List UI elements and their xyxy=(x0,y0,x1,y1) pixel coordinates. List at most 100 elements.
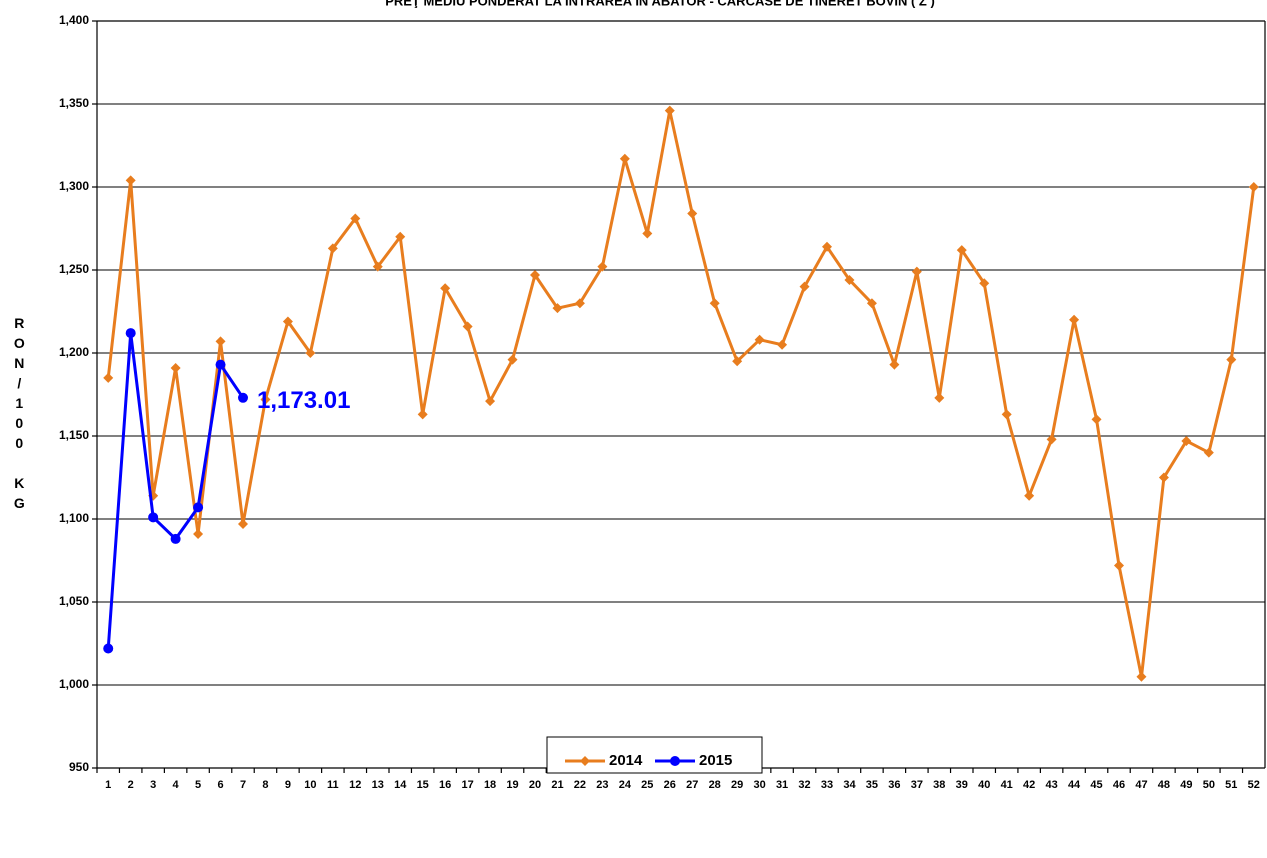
x-tick-label: 17 xyxy=(461,779,473,791)
data-point xyxy=(125,175,136,186)
data-point xyxy=(170,533,181,544)
data-point xyxy=(507,354,518,365)
x-tick-label: 51 xyxy=(1225,779,1237,791)
data-point xyxy=(664,105,675,116)
data-point xyxy=(732,356,743,367)
x-tick-label: 1 xyxy=(105,779,111,791)
data-point xyxy=(866,298,877,309)
x-tick-label: 22 xyxy=(574,779,586,791)
y-tick-label: 1,250 xyxy=(59,262,89,276)
data-point xyxy=(1046,434,1057,445)
data-point xyxy=(1069,314,1080,325)
x-tick-label: 40 xyxy=(978,779,990,791)
data-point xyxy=(777,339,788,350)
x-tick-label: 20 xyxy=(529,779,541,791)
legend-label: 2015 xyxy=(699,752,732,769)
data-point xyxy=(238,518,248,529)
x-tick-label: 31 xyxy=(776,779,788,791)
x-tick-label: 18 xyxy=(484,779,496,791)
x-tick-label: 8 xyxy=(262,779,268,791)
y-tick-label: 1,400 xyxy=(59,13,89,27)
data-point xyxy=(1181,435,1192,446)
x-tick-label: 4 xyxy=(173,779,180,791)
data-point xyxy=(170,362,181,373)
x-tick-label: 36 xyxy=(888,779,900,791)
data-point xyxy=(215,336,226,347)
x-tick-label: 39 xyxy=(956,779,968,791)
data-point xyxy=(417,409,428,420)
x-tick-label: 24 xyxy=(619,779,632,791)
data-point xyxy=(574,298,585,309)
x-tick-label: 11 xyxy=(327,779,339,791)
y-axis-label: RON/100 KG xyxy=(11,315,27,515)
data-point xyxy=(642,228,653,239)
x-tick-label: 12 xyxy=(349,779,361,791)
x-tick-label: 48 xyxy=(1158,779,1170,791)
data-point xyxy=(462,321,473,332)
x-tick-label: 15 xyxy=(417,779,429,791)
data-point xyxy=(1091,414,1102,425)
legend-marker xyxy=(670,756,680,766)
data-point xyxy=(619,153,630,164)
data-point xyxy=(485,396,496,407)
x-tick-label: 29 xyxy=(731,779,743,791)
y-tick-label: 1,350 xyxy=(59,96,89,110)
data-point xyxy=(934,392,945,403)
legend: 2014 2015 xyxy=(546,736,763,774)
x-tick-label: 7 xyxy=(240,779,246,791)
data-point xyxy=(372,261,383,272)
x-tick-label: 45 xyxy=(1090,779,1102,791)
data-point xyxy=(193,528,204,539)
x-tick-label: 35 xyxy=(866,779,878,791)
data-label: 1,173.01 xyxy=(257,387,350,414)
data-point xyxy=(552,303,563,314)
data-point xyxy=(799,281,810,292)
legend-label: 2014 xyxy=(609,752,643,769)
x-tick-label: 28 xyxy=(709,779,721,791)
data-point xyxy=(844,274,855,285)
data-point xyxy=(1024,490,1035,501)
data-point xyxy=(956,245,967,256)
x-tick-label: 26 xyxy=(664,779,676,791)
y-tick-label: 1,000 xyxy=(59,677,89,691)
data-point xyxy=(1001,409,1012,420)
data-point xyxy=(822,241,832,252)
data-point xyxy=(350,213,361,224)
data-point xyxy=(440,283,451,294)
x-tick-label: 25 xyxy=(641,779,653,791)
x-tick-label: 30 xyxy=(753,779,765,791)
data-point xyxy=(395,231,406,242)
y-tick-label: 1,150 xyxy=(59,428,89,442)
x-tick-label: 44 xyxy=(1068,779,1081,791)
y-tick-label: 1,200 xyxy=(59,345,89,359)
data-point xyxy=(530,269,540,280)
data-point xyxy=(1203,447,1214,458)
x-tick-label: 33 xyxy=(821,779,833,791)
series-line xyxy=(106,332,245,649)
data-point xyxy=(889,359,900,370)
data-point xyxy=(103,372,114,383)
x-tick-label: 23 xyxy=(596,779,608,791)
x-tick-label: 52 xyxy=(1248,779,1260,791)
x-tick-label: 41 xyxy=(1001,779,1013,791)
x-tick-label: 42 xyxy=(1023,779,1035,791)
x-tick-label: 43 xyxy=(1045,779,1057,791)
x-tick-label: 5 xyxy=(195,779,201,791)
x-tick-label: 14 xyxy=(394,779,407,791)
x-tick-label: 2 xyxy=(128,779,134,791)
data-point xyxy=(305,348,316,358)
data-point xyxy=(193,502,204,513)
series-line xyxy=(106,110,1256,677)
data-point xyxy=(687,208,698,219)
data-point xyxy=(597,261,608,272)
x-tick-label: 21 xyxy=(551,779,563,791)
data-point xyxy=(260,394,271,405)
data-point xyxy=(327,243,338,254)
data-point xyxy=(1226,354,1237,365)
data-point xyxy=(1248,182,1259,192)
data-point xyxy=(282,316,293,327)
data-point xyxy=(103,643,114,654)
x-tick-label: 6 xyxy=(217,779,223,791)
x-tick-label: 10 xyxy=(304,779,316,791)
x-tick-label: 47 xyxy=(1135,779,1147,791)
